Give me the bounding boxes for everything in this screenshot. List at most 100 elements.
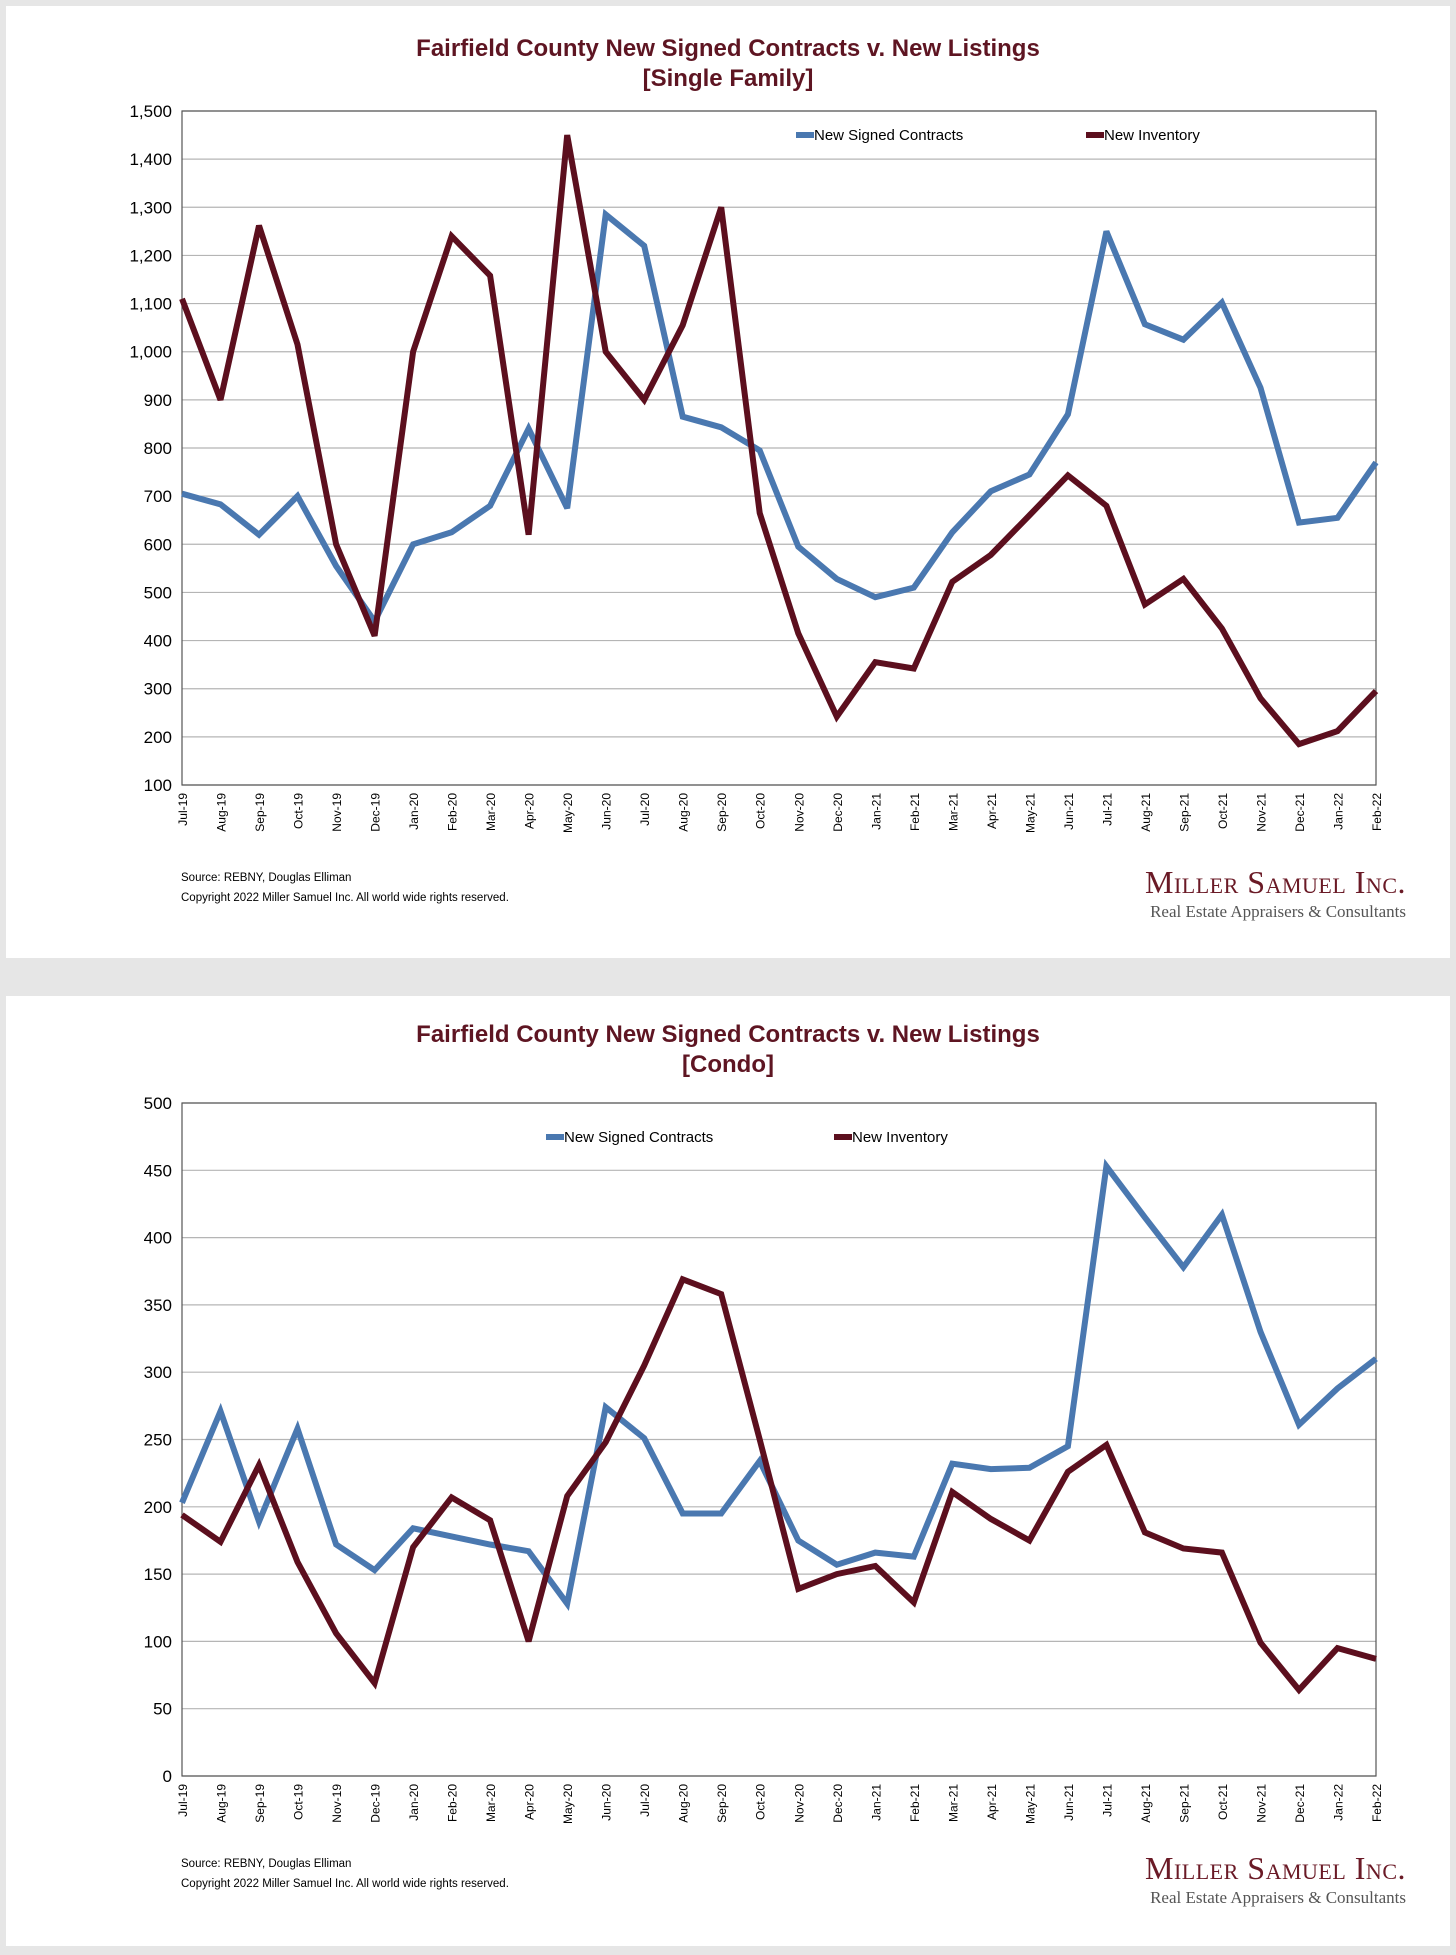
x-tick-label: Aug-19 xyxy=(215,1784,229,1823)
x-tick-label: Jun-21 xyxy=(1062,1784,1076,1821)
x-tick-label: May-21 xyxy=(1023,793,1037,833)
x-tick-label: Aug-20 xyxy=(677,793,691,832)
y-tick-label: 50 xyxy=(153,1700,172,1719)
x-tick-label: May-21 xyxy=(1023,1784,1037,1824)
y-tick-label: 400 xyxy=(144,632,172,651)
x-tick-label: Nov-20 xyxy=(792,1784,806,1823)
x-tick-label: Jan-21 xyxy=(869,1784,883,1821)
x-tick-label: Dec-20 xyxy=(831,1784,845,1823)
y-tick-label: 1,000 xyxy=(129,343,172,362)
chart-title: Fairfield County New Signed Contracts v.… xyxy=(416,1021,1040,1048)
x-tick-label: Dec-21 xyxy=(1293,793,1307,832)
x-tick-label: Apr-20 xyxy=(523,1784,537,1820)
y-tick-label: 150 xyxy=(144,1565,172,1584)
y-tick-label: 1,200 xyxy=(129,246,172,265)
x-tick-label: Mar-21 xyxy=(946,1784,960,1822)
series-line-new-inventory xyxy=(179,134,1379,748)
x-tick-label: Aug-21 xyxy=(1139,793,1153,832)
logo-tagline: Real Estate Appraisers & Consultants xyxy=(1150,1888,1406,1907)
x-tick-label: Sep-21 xyxy=(1177,793,1191,832)
chart-subtitle: [Single Family] xyxy=(642,65,814,92)
x-tick-label: Sep-19 xyxy=(253,793,267,832)
line-chart-condo: 0 50 100 150 200 250 300 350 400 450 500 Jul-19 Aug-… xyxy=(144,1094,1384,1824)
x-tick-label: Nov-19 xyxy=(330,1784,344,1823)
y-tick-label: 300 xyxy=(144,680,172,699)
x-tick-label: Jul-19 xyxy=(176,1784,190,1817)
x-tick-label: Jun-21 xyxy=(1062,793,1076,830)
x-tick-label: Oct-21 xyxy=(1216,1784,1230,1820)
x-tick-label: Apr-20 xyxy=(523,793,537,829)
y-tick-label: 1,300 xyxy=(129,198,172,217)
y-tick-label: 200 xyxy=(144,1498,172,1517)
legend-label: New Signed Contracts xyxy=(814,127,963,144)
line-chart-single-family: 100 200 300 400 500 600 700 800 900 1,000 1,100 1,2… xyxy=(129,102,1384,833)
plot-frame xyxy=(181,110,1377,786)
x-tick-label: Sep-21 xyxy=(1177,1784,1191,1823)
y-tick-label: 1,400 xyxy=(129,150,172,169)
x-tick-label: Jun-20 xyxy=(600,1784,614,1821)
x-tick-label: Oct-19 xyxy=(292,793,306,829)
chart-panel-condo: Fairfield County New Signed Contracts v.… xyxy=(6,996,1450,1946)
x-tick-label: Oct-20 xyxy=(754,1784,768,1820)
chart-panel-single-family: Fairfield County New Signed Contracts v.… xyxy=(6,6,1450,958)
x-tick-label: Aug-21 xyxy=(1139,1784,1153,1823)
x-tick-label: Mar-20 xyxy=(484,793,498,831)
x-tick-label: Nov-20 xyxy=(792,793,806,832)
x-tick-label: Sep-20 xyxy=(715,793,729,832)
x-tick-label: Jul-20 xyxy=(638,1784,652,1817)
x-tick-label: Dec-20 xyxy=(831,793,845,832)
x-tick-label: Jun-20 xyxy=(600,793,614,830)
y-tick-label: 500 xyxy=(144,1094,172,1113)
y-tick-label: 200 xyxy=(144,728,172,747)
series-line-new-inventory xyxy=(180,1275,1377,1695)
y-tick-label: 800 xyxy=(144,439,172,458)
x-tick-label: Feb-22 xyxy=(1370,1784,1384,1822)
legend-label: New Inventory xyxy=(852,1129,948,1146)
x-tick-label: Nov-21 xyxy=(1254,1784,1268,1823)
miller-samuel-logo: Miller Samuel Inc. Real Estate Appraiser… xyxy=(1145,1850,1406,1910)
y-tick-label: 900 xyxy=(144,391,172,410)
x-tick-label: Apr-21 xyxy=(985,793,999,829)
x-tick-label: Mar-20 xyxy=(484,1784,498,1822)
y-tick-label: 500 xyxy=(144,583,172,602)
y-tick-label: 1,500 xyxy=(129,102,172,121)
x-tick-label: May-20 xyxy=(561,1784,575,1824)
x-tick-label: Aug-19 xyxy=(215,793,229,832)
x-tick-label: Sep-19 xyxy=(253,1784,267,1823)
x-tick-label: Jan-21 xyxy=(869,793,883,830)
source-note: Source: REBNY, Douglas Elliman xyxy=(181,1858,352,1870)
y-tick-label: 600 xyxy=(144,535,172,554)
x-tick-label: Dec-21 xyxy=(1293,1784,1307,1823)
copyright-note: Copyright 2022 Miller Samuel Inc. All wo… xyxy=(181,1878,509,1890)
source-note: Source: REBNY, Douglas Elliman xyxy=(181,872,352,884)
x-tick-label: Jul-21 xyxy=(1100,793,1114,826)
plot-frame xyxy=(181,1102,1377,1777)
series-line-new-signed-contracts xyxy=(179,1158,1378,1611)
x-tick-label: Jan-20 xyxy=(407,1784,421,1821)
miller-samuel-logo: Miller Samuel Inc. Real Estate Appraiser… xyxy=(1145,864,1406,924)
x-tick-label: Feb-22 xyxy=(1370,793,1384,831)
x-tick-label: Mar-21 xyxy=(946,793,960,831)
x-tick-label: May-20 xyxy=(561,793,575,833)
y-tick-label: 450 xyxy=(144,1161,172,1180)
x-tick-label: Jul-20 xyxy=(638,793,652,826)
y-tick-label: 0 xyxy=(163,1767,172,1786)
x-tick-label: Apr-21 xyxy=(985,1784,999,1820)
chart-subtitle: [Condo] xyxy=(682,1051,774,1078)
x-tick-label: Feb-20 xyxy=(446,793,460,831)
x-tick-label: Dec-19 xyxy=(369,1784,383,1823)
x-tick-label: Jan-22 xyxy=(1331,793,1345,830)
x-tick-label: Oct-21 xyxy=(1216,793,1230,829)
y-tick-label: 400 xyxy=(144,1229,172,1248)
y-tick-label: 250 xyxy=(144,1431,172,1450)
x-tick-label: Sep-20 xyxy=(715,1784,729,1823)
x-tick-label: Oct-20 xyxy=(754,793,768,829)
y-tick-label: 300 xyxy=(144,1363,172,1382)
x-tick-label: Nov-21 xyxy=(1254,793,1268,832)
chart-title: Fairfield County New Signed Contracts v.… xyxy=(416,35,1040,62)
x-tick-label: Oct-19 xyxy=(292,1784,306,1820)
legend-label: New Inventory xyxy=(1104,127,1200,144)
copyright-note: Copyright 2022 Miller Samuel Inc. All wo… xyxy=(181,892,509,904)
y-tick-label: 100 xyxy=(144,776,172,795)
logo-name: Miller Samuel Inc. xyxy=(1145,1850,1406,1886)
